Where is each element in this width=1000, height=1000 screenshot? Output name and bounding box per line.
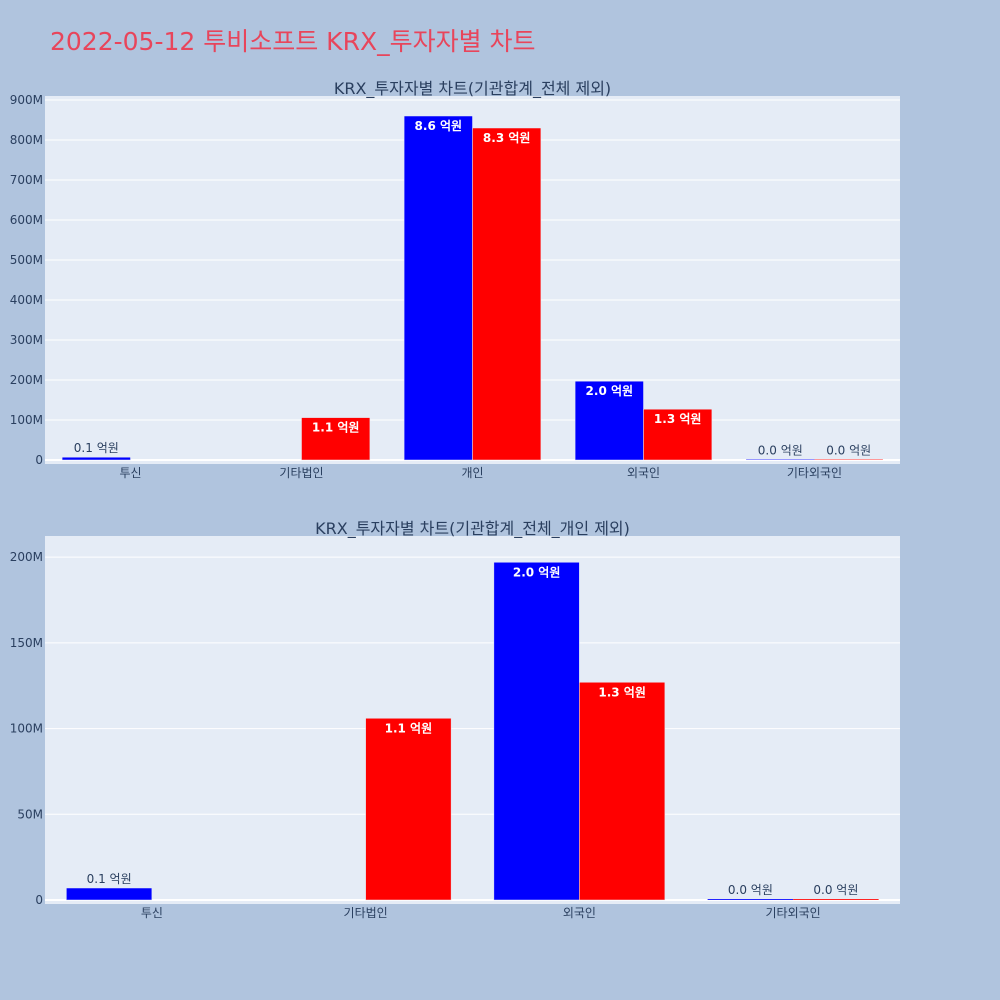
y-tick-label: 700M <box>10 173 43 187</box>
y-tick-label: 100M <box>10 722 43 736</box>
bar <box>403 115 473 461</box>
chart-bottom: 0 50M 100M 150M 200M KRX_투자자별 차트(기관합계_전체_개인 제… <box>10 519 900 920</box>
y-tick-label: 600M <box>10 213 43 227</box>
y-tick-label: 150M <box>10 636 43 650</box>
x-tick-label: 기타외국인 <box>766 906 821 920</box>
data-label: 0.0 억원 <box>728 883 773 897</box>
y-tick-label: 900M <box>10 93 43 107</box>
bar <box>574 380 644 461</box>
data-label: 1.1 억원 <box>312 421 360 435</box>
y-tick-label: 800M <box>10 133 43 147</box>
x-tick-label: 기타법인 <box>279 466 323 480</box>
data-label: 0.0 억원 <box>826 444 871 458</box>
y-tick-label: 300M <box>10 333 43 347</box>
data-label: 0.1 억원 <box>74 441 119 455</box>
y-tick-label: 0 <box>35 893 43 907</box>
bar <box>66 887 153 901</box>
x-tick-label: 투신 <box>141 906 163 920</box>
data-label: 2.0 억원 <box>513 565 561 579</box>
data-label: 0.0 억원 <box>758 444 803 458</box>
bar <box>643 408 713 461</box>
data-label: 8.6 억원 <box>415 119 463 133</box>
data-label: 2.0 억원 <box>586 384 634 398</box>
y-tick-label: 200M <box>10 550 43 564</box>
bar <box>493 562 580 901</box>
y-tick-label: 100M <box>10 413 43 427</box>
plot-area <box>45 536 900 904</box>
chart-title: KRX_투자자별 차트(기관합계_전체 제외) <box>334 79 611 99</box>
y-tick-label: 0 <box>35 453 43 467</box>
bar <box>365 718 452 901</box>
chart-title: KRX_투자자별 차트(기관합계_전체_개인 제외) <box>315 519 630 539</box>
chart-top: 0 100M 200M 300M 400M 500M 600M 700M 800M 900M KRX… <box>10 79 900 480</box>
data-label: 1.3 억원 <box>598 685 646 699</box>
bar <box>707 899 794 900</box>
x-tick-label: 기타법인 <box>344 906 388 920</box>
y-tick-label: 50M <box>17 807 43 821</box>
x-tick-label: 개인 <box>461 466 483 480</box>
data-label: 8.3 억원 <box>483 131 531 145</box>
bar <box>579 682 666 901</box>
bar <box>61 456 131 461</box>
data-label: 1.3 억원 <box>654 412 702 426</box>
x-tick-label: 투신 <box>119 466 141 480</box>
bar <box>793 899 879 900</box>
x-tick-label: 기타외국인 <box>787 466 842 480</box>
data-label: 0.1 억원 <box>87 872 132 886</box>
y-tick-label: 400M <box>10 293 43 307</box>
x-tick-label: 외국인 <box>563 906 596 920</box>
bar <box>301 417 371 461</box>
y-tick-label: 500M <box>10 253 43 267</box>
x-tick-label: 외국인 <box>627 466 660 480</box>
data-label: 0.0 억원 <box>813 883 858 897</box>
data-label: 1.1 억원 <box>385 721 433 735</box>
y-tick-label: 200M <box>10 373 43 387</box>
page-title: 2022-05-12 투비소프트 KRX_투자자별 차트 <box>50 27 536 56</box>
bar <box>472 127 542 461</box>
